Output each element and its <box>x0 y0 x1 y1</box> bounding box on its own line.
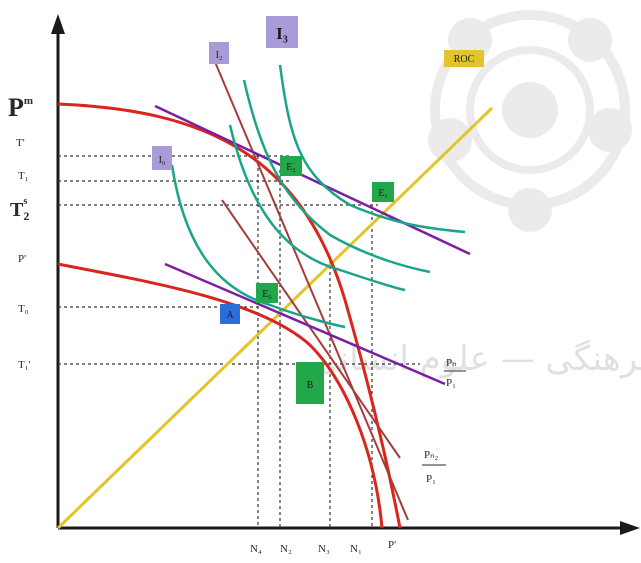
svg-text:Pₙ₂: Pₙ₂ <box>424 449 439 461</box>
x-tick-n4: N₄ <box>250 543 262 555</box>
ppf-outer <box>57 102 402 529</box>
price-lines <box>154 104 471 386</box>
y-axis-title: Pm <box>8 93 33 122</box>
roc-line <box>56 106 494 530</box>
svg-text:P₁: P₁ <box>426 473 436 485</box>
y-axis-labels: Pm T' T₁ T2s P' T₀ T₁' <box>8 93 33 371</box>
point-a: A <box>220 304 240 324</box>
price-line-lower <box>164 262 446 386</box>
y-tick-t1-prime: T₁' <box>18 359 31 371</box>
ppf-inner <box>57 262 384 529</box>
y-tick-t-prime: T' <box>16 137 25 149</box>
svg-text:E₀: E₀ <box>262 289 272 300</box>
indifference-i2b <box>228 124 406 292</box>
x-tick-n2: N₂ <box>280 543 292 555</box>
axes <box>51 14 640 535</box>
svg-text:A: A <box>226 310 234 321</box>
indifference-curves <box>170 64 466 329</box>
svg-text:P₁: P₁ <box>446 377 456 389</box>
budget-lines <box>209 49 409 521</box>
svg-text:ROC: ROC <box>454 54 475 65</box>
x-tick-n3: N₃ <box>318 543 330 555</box>
price-line-upper <box>154 104 471 256</box>
x-tick-p-prime: P' <box>388 539 396 551</box>
point-b: B <box>296 362 324 404</box>
x-axis-arrow <box>620 521 640 535</box>
svg-text:B: B <box>307 380 314 391</box>
curve-label-i3: I₃ <box>266 16 298 48</box>
curve-label-roc: ROC <box>444 50 484 67</box>
svg-text:E₁: E₁ <box>378 188 388 199</box>
point-e2: E₂ <box>280 156 302 176</box>
svg-text:Pₙ: Pₙ <box>446 357 457 369</box>
watermark-rosette <box>428 10 632 232</box>
ratio-label-top: Pₙ P₁ <box>444 357 466 389</box>
y-tick-t1: T₁ <box>18 170 29 182</box>
x-axis-labels: N₄ N₂ N₃ N₁ P' <box>250 539 396 555</box>
point-e0: E₀ <box>256 283 278 303</box>
y-tick-t2s: T2s <box>10 196 29 223</box>
point-e1: E₁ <box>372 182 394 202</box>
svg-text:I₂: I₂ <box>216 50 223 61</box>
watermark-text: ومطالعات فرهنگی — علوم انسانی <box>311 339 641 379</box>
svg-text:I₀: I₀ <box>159 155 166 166</box>
indifference-i2 <box>242 79 431 274</box>
ppf-curves <box>57 102 402 529</box>
svg-text:I₃: I₃ <box>276 24 288 43</box>
curve-label-i2: I₂ <box>209 42 229 64</box>
curve-label-i0: I₀ <box>152 146 172 170</box>
indifference-i3 <box>278 64 466 234</box>
budget-line-2 <box>221 199 401 459</box>
budget-line-1 <box>209 49 409 521</box>
svg-text:E₂: E₂ <box>286 162 296 173</box>
x-tick-n1: N₁ <box>350 543 362 555</box>
y-tick-t0: T₀ <box>18 303 29 315</box>
indifference-i0 <box>170 164 346 329</box>
y-axis-arrow <box>51 14 65 34</box>
y-tick-p-prime: P' <box>18 253 26 265</box>
ratio-label-bottom: Pₙ₂ P₁ <box>422 449 446 485</box>
